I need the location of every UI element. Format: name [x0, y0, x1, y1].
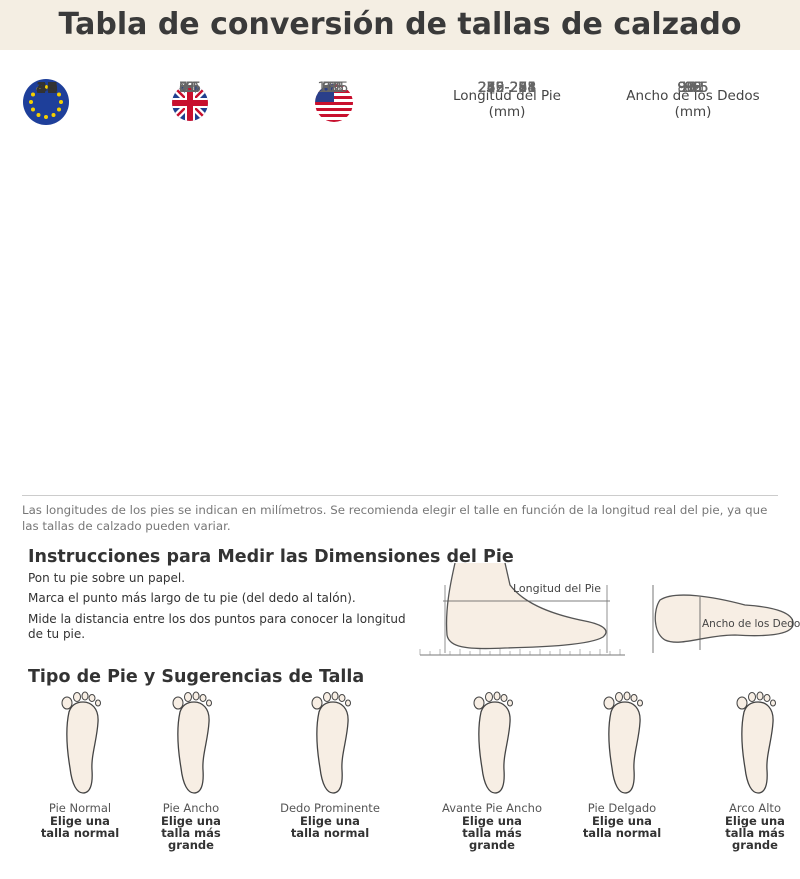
table-cell: 10 — [181, 80, 199, 96]
table-cell: 11 — [181, 80, 199, 96]
us-flag — [315, 84, 353, 122]
table-cell: 245-251 — [477, 80, 537, 96]
table-cell: 37 — [36, 79, 58, 97]
table-cell: 45 — [36, 79, 58, 97]
table-cell: 87.5 — [677, 80, 709, 96]
table-cell: 272-278 — [477, 80, 537, 96]
foot-type-name: Pie Normal — [48, 801, 112, 815]
table-cell: 9 — [185, 80, 195, 96]
foot-types-title: Tipo de Pie y Sugerencias de Talla — [28, 667, 365, 687]
table-cell: 95 — [684, 80, 702, 96]
step: Mide la distancia entre los dos puntos p… — [28, 612, 406, 641]
foot-type-suggestion: Elige una talla más grande — [161, 814, 221, 852]
table-cell: 86 — [684, 80, 702, 96]
table-cell: 99.5 — [677, 80, 709, 96]
table-cell: 13 — [324, 80, 342, 96]
note: Las longitudes de los pies se indican en… — [22, 503, 768, 533]
table-cell: 96.5 — [677, 80, 709, 96]
table-cell: 11 — [324, 80, 342, 96]
foot-type: Pie Normal Elige una talla normal — [15, 690, 145, 839]
foot-type-name: Pie Ancho — [162, 801, 220, 815]
foot-type-suggestion: Elige una talla más grande — [725, 814, 785, 852]
foot-icon — [305, 690, 355, 795]
foot-type: Pie Ancho Elige una talla más grande — [126, 690, 256, 851]
step: Pon tu pie sobre un papel. — [28, 571, 186, 585]
table-cell: 8.5 — [178, 80, 202, 96]
table-rule — [22, 494, 778, 496]
foot-type: Dedo Prominente Elige una talla normal — [265, 690, 395, 839]
table-cell: 8 — [328, 80, 338, 96]
table-cell: 5.5 — [321, 80, 345, 96]
table-cell: 3.5 — [178, 80, 202, 96]
table-cell: 5 — [328, 80, 338, 96]
table-cell: 5 — [185, 80, 195, 96]
instructions-title: Instrucciones para Medir las Dimensiones… — [28, 547, 514, 567]
table-cell: 9.5 — [321, 80, 345, 96]
table-cell: 259-264 — [477, 80, 537, 96]
table-cell: 7.5 — [178, 80, 202, 96]
table-cell: 8.5 — [321, 80, 345, 96]
table-cell: 279-285 — [477, 80, 537, 96]
table-cell: 232-238 — [477, 80, 537, 96]
foot-type-name: Dedo Prominente — [280, 801, 380, 815]
table-cell: 90.5 — [677, 80, 709, 96]
foot-icon — [166, 690, 216, 795]
header-toe-width: Ancho de los Dedos (mm) — [626, 88, 760, 120]
table-cell: 3 — [185, 80, 195, 96]
table-cell: 225-231 — [477, 80, 537, 96]
foot-type-suggestion: Elige una talla normal — [40, 814, 120, 840]
table-cell: 4.5 — [178, 80, 202, 96]
table-cell: 40 — [36, 79, 58, 97]
foot-icon — [730, 690, 780, 795]
table-cell: 41 — [36, 79, 58, 97]
instructions: Instrucciones para Medir las Dimensiones… — [28, 547, 514, 642]
table-cell: 12 — [324, 80, 342, 96]
table-cell: 7 — [328, 80, 338, 96]
table-cell: 36 — [36, 79, 58, 97]
table-cell: 89 — [684, 80, 702, 96]
table-cell: 6.5 — [321, 80, 345, 96]
title: Tabla de conversión de tallas de calzado — [0, 0, 800, 50]
table-cell: 43 — [36, 79, 58, 97]
table-cell: 6.5 — [178, 80, 202, 96]
table-cell: 38 — [36, 79, 58, 97]
table-cell: 265-271 — [477, 80, 537, 96]
width-label: Ancho de los Dedos — [702, 618, 800, 630]
foot-icon — [467, 690, 517, 795]
table-cell: 93.5 — [677, 80, 709, 96]
foot-icon — [597, 690, 647, 795]
foot-type-name: Arco Alto — [729, 801, 781, 815]
table-cell: 286-291 — [477, 80, 537, 96]
header-foot-length: Longitud del Pie (mm) — [453, 88, 561, 120]
table-cell: 6 — [185, 80, 195, 96]
foot-types-title-wrap: Tipo de Pie y Sugerencias de Talla — [28, 667, 364, 687]
table-cell: 39 — [36, 79, 58, 97]
foot-type-name: Pie Delgado — [587, 801, 657, 815]
table-cell: 101 — [679, 80, 707, 96]
table-cell: 42 — [36, 79, 58, 97]
table-cell: 98 — [684, 80, 702, 96]
uk-flag — [172, 85, 208, 121]
table-cell: 35 — [36, 79, 58, 97]
foot-type-suggestion: Elige una talla normal — [582, 814, 662, 840]
eu-flag — [23, 79, 69, 125]
foot-type: Pie Delgado Elige una talla normal — [557, 690, 687, 839]
length-label: Longitud del Pie — [513, 582, 601, 595]
measure-diagram: Longitud del Pie Ancho de los Dedos — [419, 562, 800, 656]
foot-icon — [55, 690, 105, 795]
table-cell: 239-244 — [477, 80, 537, 96]
step: Marca el punto más largo de tu pie (del … — [28, 591, 356, 605]
foot-type-suggestion: Elige una talla normal — [290, 814, 370, 840]
table-cell: 92 — [684, 80, 702, 96]
table-cell: 219-224 — [477, 80, 537, 96]
foot-type: Arco Alto Elige una talla más grande — [690, 690, 800, 851]
table-cell: 252-258 — [477, 80, 537, 96]
table-cell: 44 — [36, 79, 58, 97]
foot-type: Avante Pie Ancho Elige una talla más gran… — [427, 690, 557, 851]
foot-type-suggestion: Elige una talla más grande — [462, 814, 522, 852]
foot-type-name: Avante Pie Ancho — [442, 801, 542, 815]
table-cell: 10.5 — [317, 80, 349, 96]
